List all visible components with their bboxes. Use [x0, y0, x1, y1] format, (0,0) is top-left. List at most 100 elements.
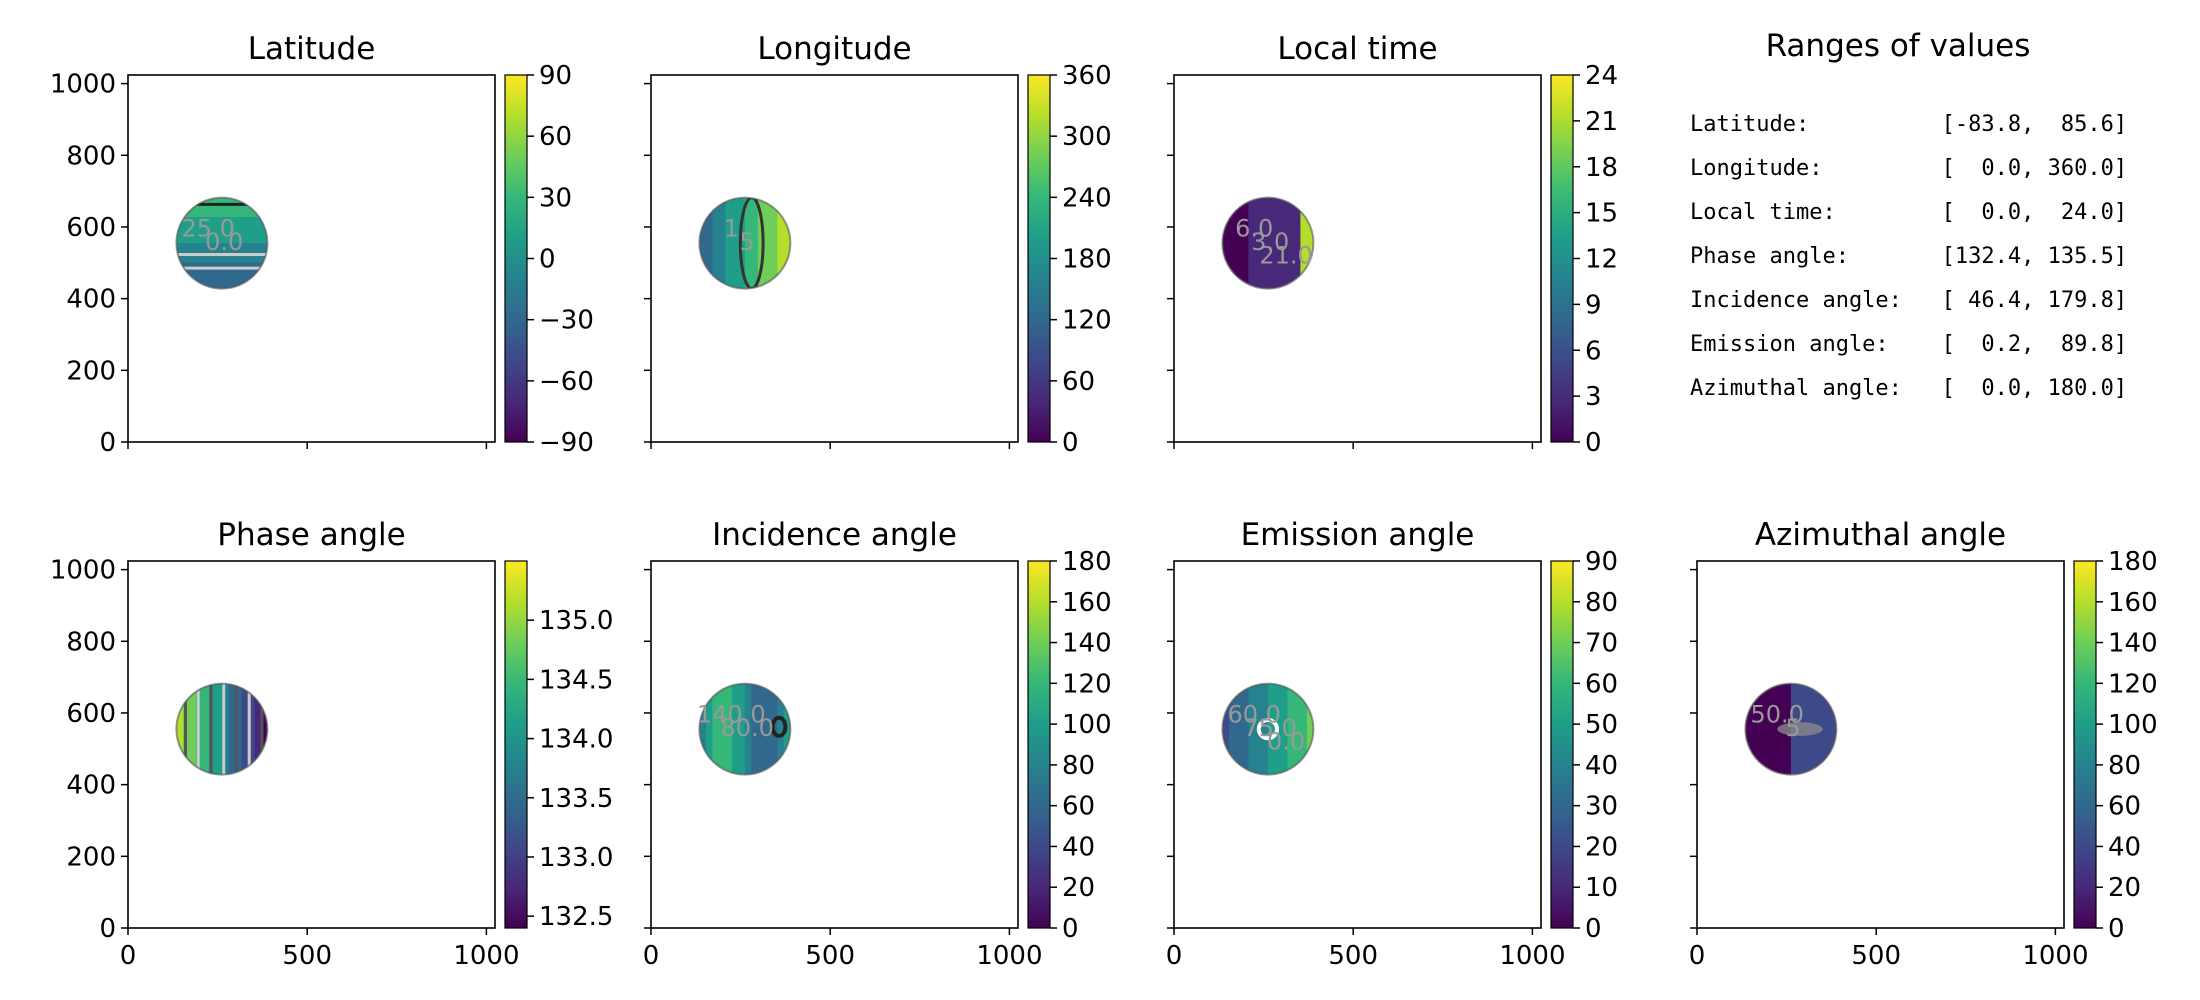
colorbar-tick-label: 135.0	[539, 606, 613, 636]
colorbar-tick-label: 180	[1062, 245, 1112, 275]
y-tick-label: 400	[66, 771, 116, 801]
x-tick-label: 0	[1166, 941, 1183, 971]
colorbar-tick-label: 90	[1585, 547, 1618, 577]
colorbar	[504, 74, 528, 443]
colorbar-tick-label: 120	[2108, 669, 2158, 699]
colorbar-tick-label: 20	[1585, 832, 1618, 862]
colorbar-tick-label: 15	[1585, 199, 1618, 229]
ranges-line: Emission angle: [ 0.2, 89.8]	[1690, 332, 2127, 357]
colorbar-tick-label: 80	[2108, 751, 2141, 781]
colorbar-tick-label: 30	[1585, 792, 1618, 822]
colorbar-tick-label: 240	[1062, 183, 1112, 213]
colorbar-tick-label: 30	[539, 183, 572, 213]
disk-image	[1222, 683, 1314, 775]
colorbar-tick-label: 120	[1062, 306, 1112, 336]
panel-title: Longitude	[757, 31, 911, 67]
x-tick-label: 500	[282, 941, 332, 971]
colorbar-tick-label: 40	[2108, 832, 2141, 862]
y-tick-label: 1000	[50, 70, 116, 100]
panel-latitude: Latitude 25.00.0 1000 800 600 400 200 0 90 60 30 0 −…	[50, 31, 594, 458]
panel-title: Azimuthal angle	[1755, 517, 2006, 553]
colorbar	[2073, 560, 2097, 929]
colorbar-tick-label: 0	[1062, 428, 1079, 458]
ranges-title: Ranges of values	[1766, 28, 2031, 64]
colorbar	[1027, 560, 1051, 929]
disk-limb	[175, 682, 269, 776]
colorbar-tick-label: 12	[1585, 245, 1618, 275]
colorbar-tick-label: 24	[1585, 61, 1618, 91]
disk-limb	[175, 196, 269, 290]
contour-label: 3.0	[1251, 228, 1289, 256]
colorbar-tick-label: 134.5	[539, 665, 613, 695]
colorbar-tick-label: 0	[1585, 914, 1602, 944]
panels-layer: Latitude25.00.0100080060040020009060300−…	[50, 31, 2158, 971]
colorbar	[1027, 74, 1051, 443]
colorbar-tick-label: −30	[539, 306, 594, 336]
disk-limb	[1744, 682, 1838, 776]
disk-image	[699, 683, 791, 775]
contour-label: 5	[740, 228, 755, 256]
panel-longitude: Longitude 1 5 360 300 240 180 120 60 0	[644, 31, 1112, 458]
y-tick-label: 800	[66, 141, 116, 171]
ranges-line: Longitude: [ 0.0, 360.0]	[1690, 156, 2127, 181]
ranges-line: Azimuthal angle: [ 0.0, 180.0]	[1690, 376, 2127, 401]
contour-label: 60.0	[1228, 700, 1281, 728]
colorbar	[1550, 560, 1574, 929]
colorbar-tick-label: 21	[1585, 107, 1618, 137]
colorbar	[1550, 74, 1574, 443]
x-tick-label: 500	[1851, 941, 1901, 971]
colorbar-tick-label: 0	[539, 245, 556, 275]
disk-limb	[1221, 196, 1315, 290]
contour-label: 5	[1786, 714, 1801, 742]
colorbar-tick-label: 0	[2108, 914, 2125, 944]
contour-label: 1	[724, 214, 739, 242]
y-tick-label: 800	[66, 627, 116, 657]
colorbar-tick-label: 133.0	[539, 843, 613, 873]
contour-line	[738, 197, 765, 289]
x-tick-label: 500	[1328, 941, 1378, 971]
x-tick-label: 0	[1689, 941, 1706, 971]
contour-label: 6.0	[1235, 214, 1273, 242]
y-tick-label: 0	[99, 914, 116, 944]
colorbar-tick-label: 140	[2108, 629, 2158, 659]
contour-label: 0.0	[205, 228, 243, 256]
colorbar-tick-label: 60	[1585, 669, 1618, 699]
colorbar-tick-label: 132.5	[539, 902, 613, 932]
y-tick-label: 0	[99, 428, 116, 458]
colorbar-tick-label: 9	[1585, 290, 1602, 320]
contour-label: 80.0	[720, 714, 773, 742]
y-tick-label: 600	[66, 699, 116, 729]
disk-image	[176, 197, 268, 289]
colorbar-tick-label: −60	[539, 367, 594, 397]
colorbar-tick-label: 80	[1585, 588, 1618, 618]
x-tick-label: 1000	[1499, 941, 1565, 971]
colorbar-tick-label: 134.0	[539, 725, 613, 755]
colorbar-tick-label: 0	[1585, 428, 1602, 458]
contour-label: 140.0	[697, 700, 766, 728]
ranges-line: Phase angle: [132.4, 135.5]	[1690, 244, 2127, 269]
ranges-line: Latitude: [-83.8, 85.6]	[1690, 112, 2127, 137]
colorbar-tick-label: 90	[539, 61, 572, 91]
colorbar-tick-label: 70	[1585, 629, 1618, 659]
contour-label: 75.0	[1243, 714, 1296, 742]
colorbar-tick-label: 60	[1062, 792, 1095, 822]
ranges-line: Local time: [ 0.0, 24.0]	[1690, 200, 2127, 225]
colorbar-tick-label: 3	[1585, 382, 1602, 412]
contour-label: 50.0	[1751, 700, 1804, 728]
colorbar-tick-label: 300	[1062, 122, 1112, 152]
colorbar-tick-label: 40	[1585, 751, 1618, 781]
colorbar-tick-label: 100	[2108, 710, 2158, 740]
contour-label: 0.0	[1267, 728, 1305, 756]
y-tick-label: 200	[66, 356, 116, 386]
colorbar-tick-label: 40	[1062, 832, 1095, 862]
contour-line	[1256, 717, 1280, 741]
y-tick-label: 600	[66, 213, 116, 243]
disk-limb	[698, 682, 792, 776]
colorbar-tick-label: 133.5	[539, 784, 613, 814]
colorbar-tick-label: 160	[1062, 588, 1112, 618]
colorbar-tick-label: −90	[539, 428, 594, 458]
contour-line	[1777, 722, 1823, 736]
